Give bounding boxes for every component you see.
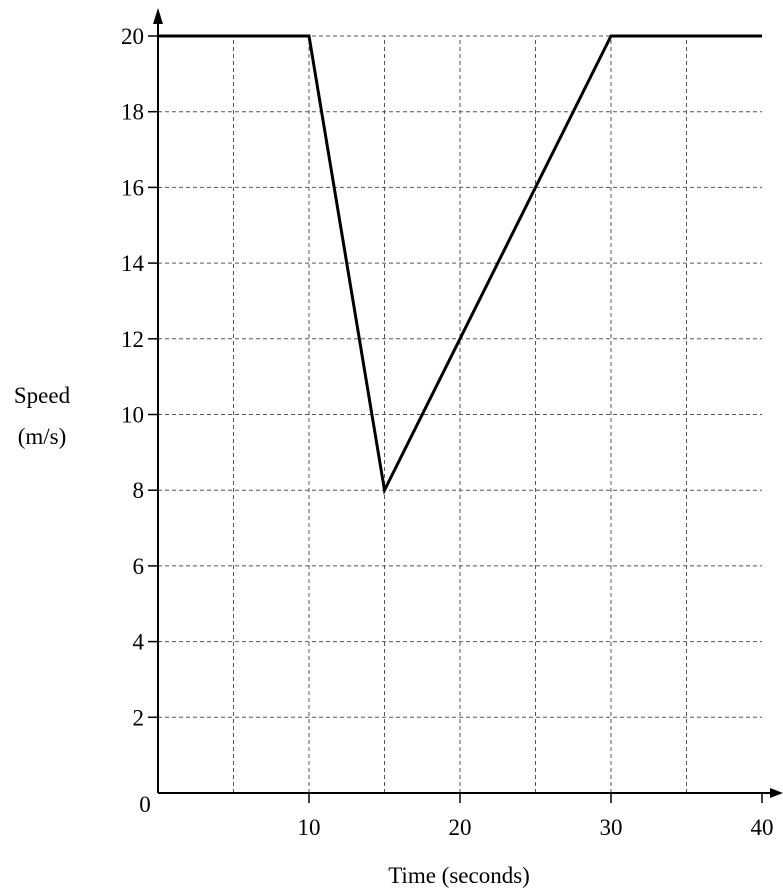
x-tick-label: 20 [449, 815, 472, 840]
series-group [158, 34, 762, 496]
y-axis-arrow [153, 8, 163, 24]
y-axis-title-line1: Speed [14, 383, 71, 408]
tick-labels: 2 4 6 8 10 12 14 16 18 20 10 20 30 40 [121, 24, 774, 840]
y-tick-label: 20 [121, 24, 144, 49]
x-tick-label: 30 [600, 815, 623, 840]
x-axis-title: Time (seconds) [388, 863, 530, 888]
tick-marks [148, 35, 763, 803]
grid-lines [158, 35, 762, 793]
y-tick-label: 2 [133, 705, 145, 730]
origin-label: 0 [139, 792, 151, 817]
x-tick-label: 40 [751, 815, 774, 840]
x-tick-label: 10 [298, 815, 321, 840]
y-tick-label: 10 [121, 403, 144, 428]
y-tick-label: 12 [121, 327, 144, 352]
y-tick-label: 14 [121, 251, 145, 276]
y-tick-label: 16 [121, 175, 144, 200]
y-tick-label: 8 [133, 478, 145, 503]
y-tick-label: 6 [133, 554, 145, 579]
x-axis-arrow [770, 788, 783, 798]
speed-line [158, 34, 762, 496]
y-tick-label: 18 [121, 100, 144, 125]
axes [153, 8, 783, 798]
y-tick-label: 4 [133, 630, 145, 655]
y-axis-title-line2: (m/s) [18, 424, 67, 449]
